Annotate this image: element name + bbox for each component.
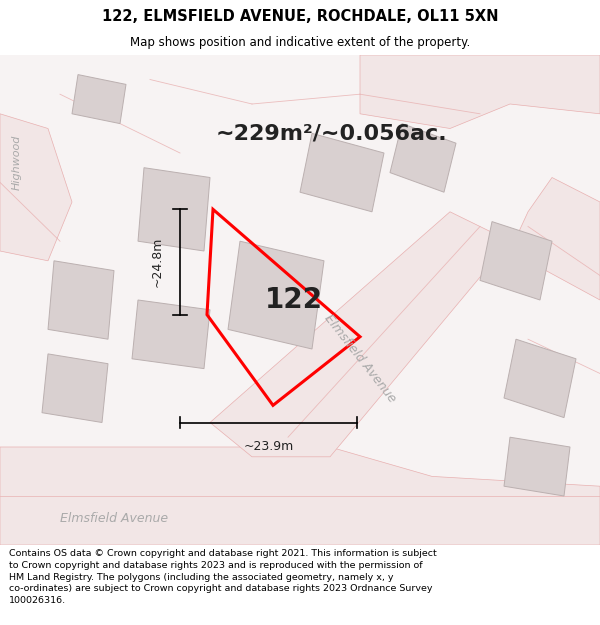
Text: Elmsfield Avenue: Elmsfield Avenue <box>60 511 168 524</box>
Polygon shape <box>504 438 570 496</box>
Polygon shape <box>138 168 210 251</box>
Text: ~229m²/~0.056ac.: ~229m²/~0.056ac. <box>216 123 448 143</box>
Polygon shape <box>360 55 600 129</box>
Polygon shape <box>42 354 108 422</box>
Polygon shape <box>132 300 210 369</box>
Polygon shape <box>300 133 384 212</box>
Polygon shape <box>210 212 510 457</box>
Polygon shape <box>504 339 576 418</box>
Polygon shape <box>228 241 324 349</box>
Text: Highwood: Highwood <box>12 135 22 191</box>
Polygon shape <box>72 74 126 124</box>
Polygon shape <box>510 177 600 300</box>
Text: Contains OS data © Crown copyright and database right 2021. This information is : Contains OS data © Crown copyright and d… <box>9 549 437 605</box>
Polygon shape <box>0 114 72 261</box>
Text: ~23.9m: ~23.9m <box>244 441 293 454</box>
Polygon shape <box>0 447 600 545</box>
Text: Elmsfield Avenue: Elmsfield Avenue <box>322 312 398 406</box>
Polygon shape <box>480 222 552 300</box>
Polygon shape <box>390 124 456 192</box>
Text: 122, ELMSFIELD AVENUE, ROCHDALE, OL11 5XN: 122, ELMSFIELD AVENUE, ROCHDALE, OL11 5X… <box>102 9 498 24</box>
Text: ~24.8m: ~24.8m <box>151 237 164 288</box>
Text: Map shows position and indicative extent of the property.: Map shows position and indicative extent… <box>130 36 470 49</box>
Polygon shape <box>48 261 114 339</box>
Text: 122: 122 <box>265 286 323 314</box>
